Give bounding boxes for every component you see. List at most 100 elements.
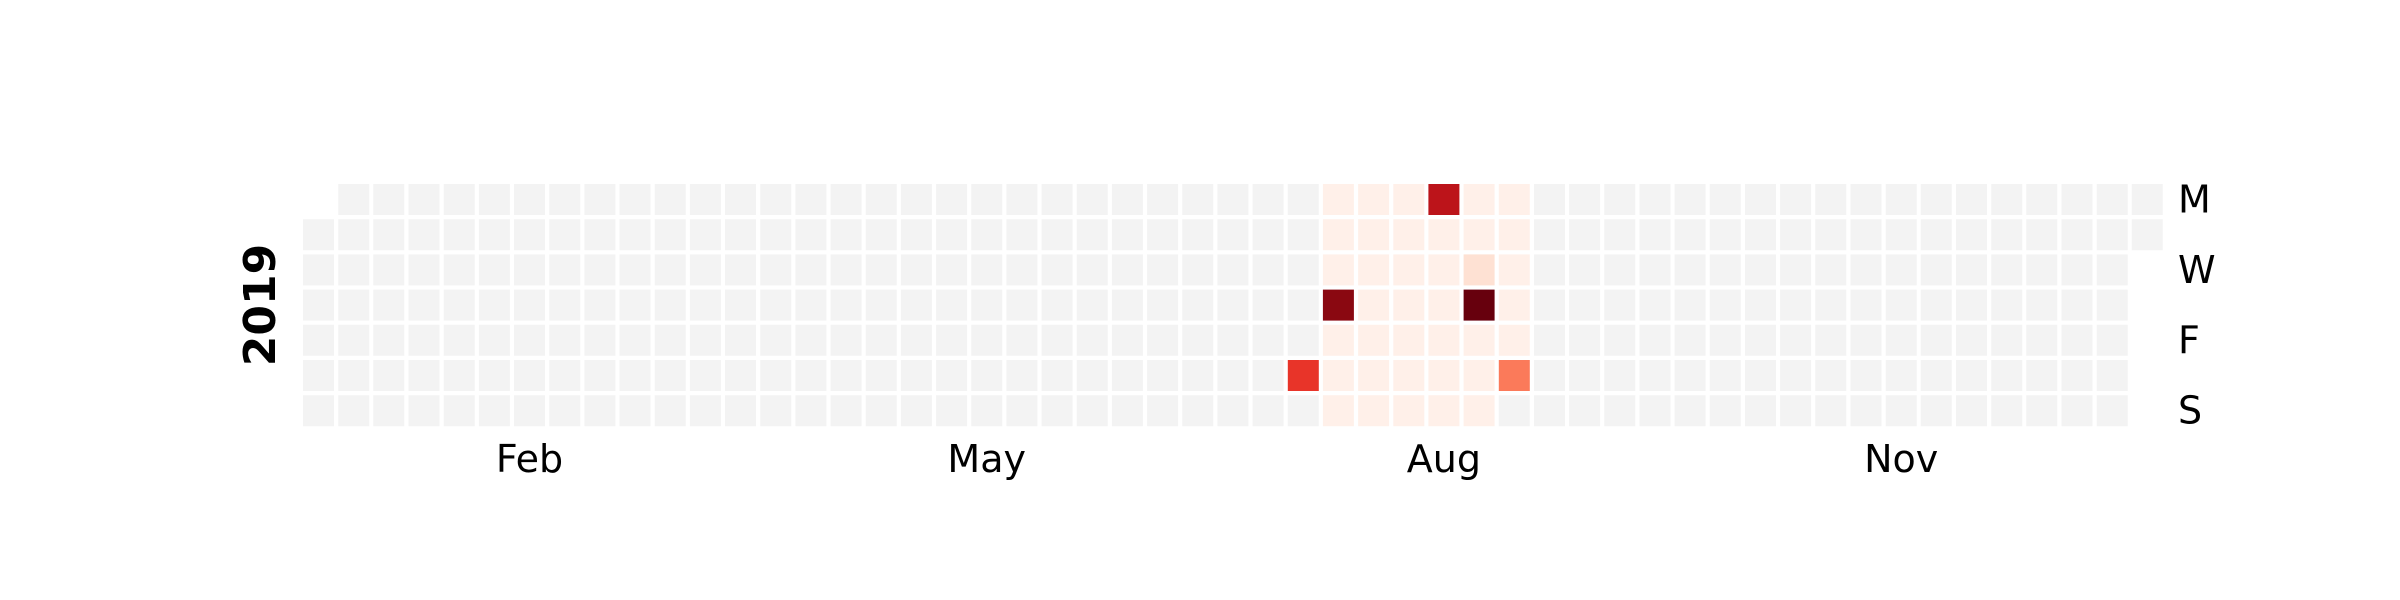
heatmap-cell <box>338 360 370 391</box>
weekday-label: F <box>2178 318 2200 362</box>
heatmap-cell <box>1252 184 1284 215</box>
heatmap-cell <box>1674 184 1706 215</box>
heatmap-cell <box>514 360 545 391</box>
heatmap-cell <box>1287 219 1319 251</box>
heatmap-cell <box>795 219 827 251</box>
heatmap-cell <box>2096 324 2128 356</box>
heatmap-cell <box>1252 254 1284 286</box>
heatmap-cell <box>1322 324 1354 356</box>
heatmap-cell <box>1147 395 1179 427</box>
heatmap-cell <box>1147 219 1179 251</box>
heatmap-cell <box>2026 289 2058 321</box>
heatmap-cell <box>1674 219 1706 251</box>
heatmap-cell <box>725 324 756 356</box>
heatmap-cell <box>654 289 686 321</box>
heatmap-cell <box>549 289 581 321</box>
heatmap-cell <box>1956 360 1987 391</box>
heatmap-cell <box>2096 219 2128 251</box>
heatmap-cell <box>1322 254 1354 286</box>
heatmap-cell <box>1745 395 1776 427</box>
heatmap-cell <box>1569 184 1601 215</box>
heatmap-cell <box>1815 395 1847 427</box>
heatmap-cell <box>549 219 581 251</box>
heatmap-cell <box>1147 254 1179 286</box>
heatmap-cell <box>1780 219 1812 251</box>
heatmap-cell <box>1498 289 1530 321</box>
heatmap-cell <box>1076 360 1108 391</box>
heatmap-cell <box>1041 254 1073 286</box>
heatmap-cell <box>584 395 616 427</box>
heatmap-cell <box>725 395 756 427</box>
heatmap-cell <box>1498 254 1530 286</box>
heatmap-cell <box>1322 395 1354 427</box>
heatmap-cell <box>1182 324 1214 356</box>
heatmap-cell <box>1850 289 1882 321</box>
heatmap-cell <box>1463 360 1495 391</box>
heatmap-cell <box>725 219 756 251</box>
heatmap-cell <box>830 219 862 251</box>
heatmap-cell <box>2026 360 2058 391</box>
heatmap-cell <box>1006 360 1038 391</box>
heatmap-cell <box>1956 324 1987 356</box>
heatmap-cell <box>1920 289 1952 321</box>
heatmap-cell <box>1428 254 1460 286</box>
heatmap-cell <box>1709 395 1741 427</box>
heatmap-cell <box>1322 360 1354 391</box>
heatmap-cell <box>2061 289 2093 321</box>
heatmap-cell <box>584 360 616 391</box>
heatmap-cell <box>1252 219 1284 251</box>
heatmap-cell <box>1076 219 1108 251</box>
heatmap-cell <box>795 324 827 356</box>
heatmap-cell <box>303 360 334 391</box>
heatmap-cell <box>584 289 616 321</box>
heatmap-cell <box>549 254 581 286</box>
heatmap-cell <box>1850 395 1882 427</box>
heatmap-cell <box>2026 324 2058 356</box>
heatmap-cell <box>1850 219 1882 251</box>
heatmap-cell <box>971 395 1003 427</box>
heatmap-cell <box>1569 219 1601 251</box>
heatmap-cell <box>1498 395 1530 427</box>
heatmap-cell <box>1463 219 1495 251</box>
heatmap-cell <box>900 184 932 215</box>
heatmap-cell <box>1147 324 1179 356</box>
heatmap-cell <box>1322 219 1354 251</box>
heatmap-cell <box>1076 254 1108 286</box>
heatmap-cell <box>936 254 968 286</box>
heatmap-cell <box>1920 395 1952 427</box>
heatmap-cell <box>1041 360 1073 391</box>
heatmap-cell <box>865 219 897 251</box>
heatmap-cell <box>514 254 545 286</box>
heatmap-cell <box>1956 395 1987 427</box>
weekday-label: M <box>2178 178 2211 222</box>
heatmap-cell <box>1252 395 1284 427</box>
heatmap-cell <box>2096 184 2128 215</box>
heatmap-cell <box>408 395 440 427</box>
heatmap-cell <box>338 289 370 321</box>
heatmap-cell <box>619 254 651 286</box>
heatmap-cell <box>1252 360 1284 391</box>
heatmap-cell <box>1358 324 1390 356</box>
heatmap-cell <box>971 254 1003 286</box>
heatmap-cell <box>1393 219 1425 251</box>
heatmap-cell <box>1322 289 1354 321</box>
heatmap-cell <box>1745 289 1776 321</box>
heatmap-cell <box>1076 289 1108 321</box>
heatmap-cell <box>900 395 932 427</box>
heatmap-cell <box>1885 184 1917 215</box>
heatmap-cell <box>1393 324 1425 356</box>
heatmap-cell <box>1815 360 1847 391</box>
heatmap-cell <box>1956 254 1987 286</box>
heatmap-cell <box>478 395 510 427</box>
heatmap-cell <box>443 289 475 321</box>
heatmap-cell <box>1569 360 1601 391</box>
heatmap-cell <box>689 184 721 215</box>
month-label: Aug <box>1407 437 1481 481</box>
heatmap-cell <box>1850 184 1882 215</box>
heatmap-cell <box>1885 254 1917 286</box>
heatmap-cell <box>1709 324 1741 356</box>
heatmap-cell <box>478 184 510 215</box>
heatmap-cell <box>689 360 721 391</box>
heatmap-cell <box>1217 395 1249 427</box>
